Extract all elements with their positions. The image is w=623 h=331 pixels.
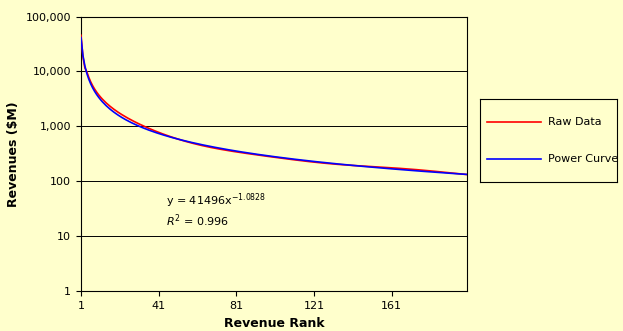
Power Curve (77, 35, 85, 39)
X-axis label: Revenue Rank: Revenue Rank (224, 316, 325, 330)
Text: Power Curve: Power Curve (548, 154, 619, 164)
Line: Raw Data: Raw Data (81, 35, 467, 174)
Power Curve (464, 172, 471, 176)
Raw Data (430, 169, 438, 173)
Power Curve (93, 92, 100, 96)
Raw Data (77, 33, 85, 37)
Raw Data (149, 128, 156, 132)
Power Curve (100, 102, 108, 106)
Power Curve (444, 171, 452, 175)
Line: Power Curve: Power Curve (81, 37, 467, 174)
Raw Data (100, 99, 108, 103)
Raw Data (93, 90, 100, 94)
Raw Data (444, 170, 452, 174)
Text: y = 41496x$^{-1.0828}$
$R^{2}$ = 0.996: y = 41496x$^{-1.0828}$ $R^{2}$ = 0.996 (166, 191, 267, 229)
Power Curve (180, 139, 188, 143)
Text: Raw Data: Raw Data (548, 118, 602, 127)
Raw Data (180, 139, 188, 143)
Y-axis label: Revenues ($M): Revenues ($M) (7, 101, 20, 207)
Power Curve (149, 129, 156, 133)
Raw Data (464, 172, 471, 176)
Power Curve (430, 170, 438, 174)
